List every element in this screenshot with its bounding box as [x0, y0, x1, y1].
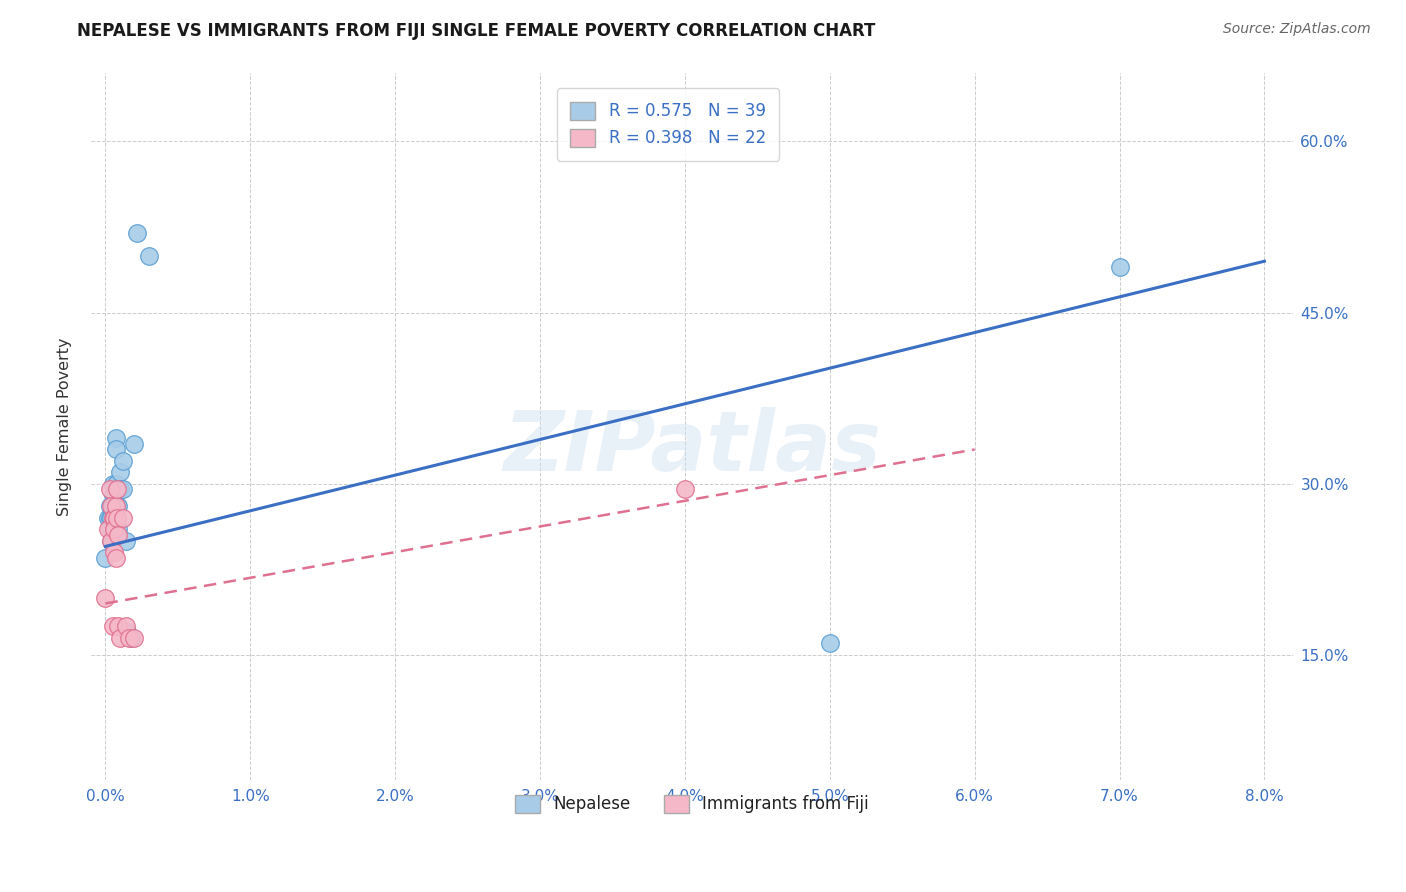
Point [103, 500, 125, 514]
Point [121, 631, 143, 645]
Point [104, 442, 127, 457]
Point [98, 500, 121, 514]
Point [105, 483, 128, 497]
Point [107, 528, 129, 542]
Point [103, 488, 125, 502]
Point [100, 522, 122, 536]
Point [97, 511, 120, 525]
Point [111, 483, 134, 497]
Point [100, 533, 122, 548]
Point [105, 500, 128, 514]
Point [103, 511, 125, 525]
Text: ZIPatlas: ZIPatlas [503, 408, 882, 488]
Point [117, 631, 139, 645]
Point [104, 500, 127, 514]
Point [105, 483, 128, 497]
Point [97, 522, 120, 536]
Point [94, 550, 117, 565]
Point [101, 511, 124, 525]
Point [108, 465, 131, 479]
Point [101, 488, 124, 502]
Point [103, 545, 125, 559]
Point [114, 533, 136, 548]
Point [103, 522, 125, 536]
Point [104, 476, 127, 491]
Point [107, 483, 129, 497]
Point [103, 511, 125, 525]
Point [107, 500, 129, 514]
Point [101, 500, 124, 514]
Point [107, 619, 129, 633]
Point [114, 619, 136, 633]
Point [104, 550, 127, 565]
Point [105, 511, 128, 525]
Point [111, 454, 134, 468]
Point [105, 516, 128, 531]
Point [818, 636, 841, 650]
Point [98, 483, 121, 497]
Point [100, 511, 122, 525]
Point [108, 483, 131, 497]
Point [104, 500, 127, 514]
Point [94, 591, 117, 605]
Point [100, 533, 122, 548]
Point [108, 631, 131, 645]
Point [101, 619, 124, 633]
Point [104, 511, 127, 525]
Point [111, 511, 134, 525]
Y-axis label: Single Female Poverty: Single Female Poverty [58, 337, 72, 516]
Point [101, 476, 124, 491]
Point [98, 511, 121, 525]
Point [138, 248, 160, 262]
Text: Source: ZipAtlas.com: Source: ZipAtlas.com [1223, 22, 1371, 37]
Point [101, 516, 124, 531]
Point [101, 528, 124, 542]
Point [107, 522, 129, 536]
Point [127, 226, 149, 240]
Text: NEPALESE VS IMMIGRANTS FROM FIJI SINGLE FEMALE POVERTY CORRELATION CHART: NEPALESE VS IMMIGRANTS FROM FIJI SINGLE … [77, 22, 876, 40]
Point [104, 431, 127, 445]
Point [100, 500, 122, 514]
Point [1108, 260, 1130, 274]
Point [103, 522, 125, 536]
Legend: Nepalese, Immigrants from Fiji: Nepalese, Immigrants from Fiji [503, 783, 880, 825]
Point [124, 436, 146, 450]
Point [115, 625, 138, 640]
Point [673, 483, 696, 497]
Point [124, 631, 146, 645]
